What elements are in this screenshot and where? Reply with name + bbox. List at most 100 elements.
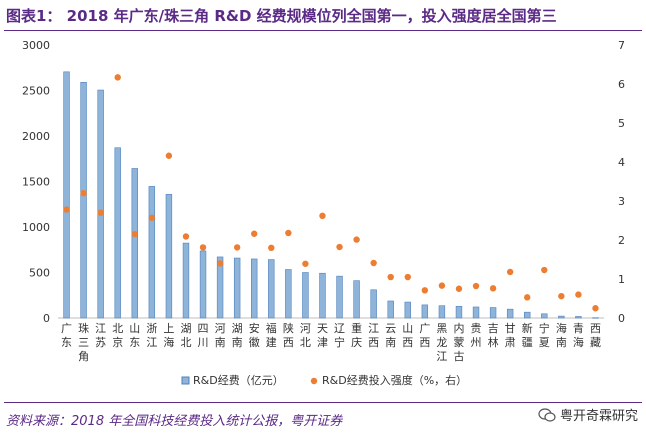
source-note: 资料来源：2018 年全国科技经费投入统计公报，粤开证券 xyxy=(6,414,343,429)
left-axis-tick-label: 0 xyxy=(43,312,50,325)
bar xyxy=(302,272,309,319)
chart-title: 图表1： 2018 年广东/珠三角 R&D 经费规模位列全国第一，投入强度居全国… xyxy=(6,7,557,25)
bar xyxy=(353,280,360,319)
intensity-dot xyxy=(114,74,121,81)
left-axis-tick-label: 1000 xyxy=(22,221,50,234)
watermark-text: 粤开奇霖研究 xyxy=(559,409,638,424)
category-label: 上海 xyxy=(163,322,174,349)
bar xyxy=(199,250,207,319)
bar xyxy=(370,289,377,319)
right-axis-tick-label: 3 xyxy=(618,195,625,208)
intensity-dot xyxy=(524,294,531,301)
category-label: 海南 xyxy=(556,321,567,349)
bar xyxy=(421,304,429,319)
bar xyxy=(524,311,531,319)
category-label: 贵州 xyxy=(471,322,482,349)
bar xyxy=(233,257,241,319)
intensity-dot xyxy=(302,260,309,267)
intensity-dot xyxy=(575,291,582,298)
intensity-dot xyxy=(165,152,173,159)
category-label: 广西 xyxy=(419,322,430,349)
right-axis-tick-label: 0 xyxy=(618,312,625,325)
intensity-dot xyxy=(285,229,292,237)
intensity-dot xyxy=(472,282,480,290)
left-axis-tick-label: 2500 xyxy=(22,85,50,98)
legend: R&D经费（亿元） R&D经费投入强度（%，右） xyxy=(181,373,467,387)
intensity-dot xyxy=(404,273,411,281)
legend-dot-label: R&D经费投入强度（%，右） xyxy=(322,373,467,387)
right-axis-tick-label: 4 xyxy=(618,156,625,169)
bar xyxy=(472,306,480,319)
left-axis-tick-label: 1500 xyxy=(22,176,50,189)
category-label: 甘肃 xyxy=(505,322,516,349)
intensity-dot xyxy=(97,209,104,216)
bar xyxy=(216,256,224,319)
category-label: 新疆 xyxy=(522,321,533,349)
wechat-icon xyxy=(538,407,556,422)
intensity-dot xyxy=(268,244,275,251)
category-label: 湖南 xyxy=(232,322,243,349)
category-label: 天津 xyxy=(317,322,328,349)
category-label: 广东 xyxy=(61,322,72,349)
category-label: 山东 xyxy=(129,322,140,349)
legend-dot-swatch xyxy=(310,377,318,385)
bar xyxy=(438,305,446,319)
category-label: 湖北 xyxy=(180,322,191,349)
category-label: 内蒙古 xyxy=(453,321,464,363)
intensity-dot xyxy=(216,260,224,267)
left-axis-tick-label: 500 xyxy=(29,267,50,280)
bar xyxy=(575,316,582,319)
intensity-dot xyxy=(319,212,326,220)
category-label: 吉林 xyxy=(488,322,499,349)
intensity-dot xyxy=(489,285,497,292)
bar xyxy=(387,300,394,319)
bar xyxy=(285,269,292,319)
category-label: 云南 xyxy=(385,322,396,349)
bar xyxy=(251,258,258,319)
bar xyxy=(336,275,343,319)
bar xyxy=(97,89,104,319)
right-axis-tick-label: 1 xyxy=(618,273,625,286)
intensity-dot xyxy=(182,233,190,240)
intensity-dot xyxy=(148,214,156,221)
bar xyxy=(182,242,190,319)
bar xyxy=(489,307,497,319)
intensity-dot xyxy=(387,273,394,281)
source-divider xyxy=(4,402,642,403)
right-axis-tick-label: 2 xyxy=(618,234,625,247)
intensity-dot xyxy=(438,282,446,289)
category-label: 西藏 xyxy=(590,322,601,349)
right-axis-tick-label: 6 xyxy=(618,78,625,91)
category-label: 宁夏 xyxy=(539,321,550,349)
intensity-dot xyxy=(506,268,514,276)
left-axis-tick-label: 2000 xyxy=(22,130,50,143)
category-label: 江西 xyxy=(368,322,379,349)
category-label: 青海 xyxy=(573,322,584,349)
intensity-dot xyxy=(199,244,207,251)
left-axis-tick-label: 3000 xyxy=(22,39,50,52)
category-label: 重庆 xyxy=(351,321,362,349)
category-label: 江苏 xyxy=(95,322,106,349)
intensity-dot xyxy=(80,190,87,197)
right-axis-tick-label: 7 xyxy=(618,39,625,52)
right-axis-tick-label: 5 xyxy=(618,117,625,130)
intensity-dot xyxy=(251,230,258,237)
bar xyxy=(148,186,156,319)
bar xyxy=(541,313,548,319)
intensity-dot xyxy=(370,259,377,267)
intensity-dot xyxy=(233,244,241,251)
intensity-dot xyxy=(336,243,343,251)
category-label: 安徽 xyxy=(249,321,260,349)
bar xyxy=(131,168,138,319)
bar xyxy=(404,301,411,319)
intensity-dot xyxy=(353,236,360,243)
intensity-dot xyxy=(592,305,599,312)
category-label: 珠三角 xyxy=(78,321,89,363)
category-label: 河北 xyxy=(300,322,311,349)
bar xyxy=(506,308,514,319)
bar xyxy=(80,82,87,319)
bar xyxy=(319,272,326,319)
category-label: 山西 xyxy=(402,322,413,349)
intensity-dot xyxy=(455,285,463,292)
category-label: 河南 xyxy=(215,322,226,349)
